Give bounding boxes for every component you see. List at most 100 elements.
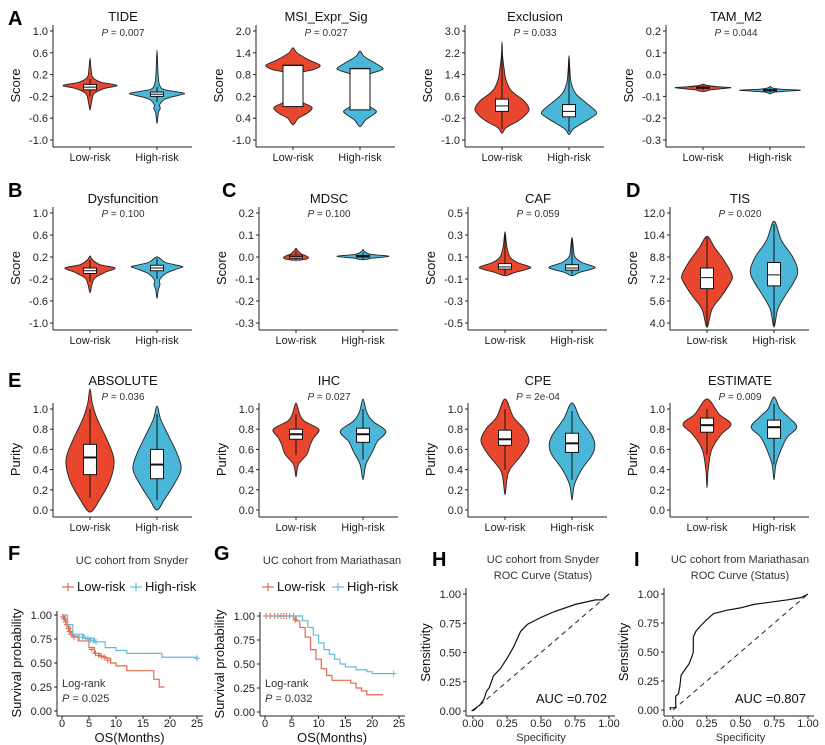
y-tick-label: 0.25	[31, 682, 52, 694]
y-tick-label: 0.6	[33, 230, 48, 242]
y-tick-label: -0.2	[29, 274, 48, 286]
y-tick-label: 0.0	[33, 505, 48, 517]
x-axis-label: Specificity	[516, 732, 566, 744]
panel-chart-14: H UC cohort from Snyder ROC Curve (Status)…	[418, 549, 620, 744]
x-axis-label: Specificity	[716, 732, 766, 744]
y-tick-label: 0.8	[650, 424, 665, 436]
y-tick-label: 0.0	[650, 505, 665, 517]
box	[282, 64, 304, 108]
p-value-label: P = 0.020	[718, 209, 762, 220]
y-tick-label: 0.2	[33, 485, 48, 497]
y-tick-label: 1.0	[448, 404, 463, 416]
x-axis-label: OS(Months)	[297, 730, 367, 745]
censor-mark	[84, 636, 91, 642]
x-tick-label: 1.00	[797, 718, 818, 730]
y-tick-label: 0.3	[448, 230, 463, 242]
y-tick-label: 0.2	[33, 252, 48, 264]
y-tick-label: 8.8	[650, 252, 665, 264]
x-tick-label: 10	[312, 718, 324, 730]
censor-mark	[95, 652, 102, 659]
y-tick-label: 0.1	[646, 48, 661, 60]
y-tick-label: 0.0	[239, 505, 254, 517]
y-tick-label: 1.0	[239, 404, 254, 416]
y-tick-label: 7.2	[650, 274, 665, 286]
y-tick-label: 0.2	[646, 26, 661, 38]
survival-curve-high-risk	[62, 614, 198, 661]
p-value-label: P = 0.059	[516, 209, 560, 220]
x-tick-label: 15	[137, 718, 149, 730]
y-tick-label: 0.6	[445, 91, 460, 103]
x-tick-label: 10	[110, 718, 122, 730]
p-value-label: P = 0.027	[304, 28, 348, 39]
chart-title: Exclusion	[507, 9, 563, 24]
p-label: P	[513, 28, 520, 39]
y-tick-label: 0.6	[448, 444, 463, 456]
chart-subtitle: ROC Curve (Status)	[494, 570, 592, 582]
panel-letter: E	[8, 370, 21, 392]
panel-letter: D	[626, 180, 640, 202]
y-tick-label: 0.00	[31, 706, 52, 718]
p-label: P	[307, 392, 314, 403]
panel-ihc: IHC P = 0.027 0.0 0.2 0.4 0.6 0.8 1.0 Purity Low-…	[214, 373, 398, 534]
p-label: P	[516, 209, 523, 220]
chart-title: TAM_M2	[710, 9, 762, 24]
y-tick-label: 0.75	[440, 618, 461, 630]
y-tick-label: -0.5	[444, 318, 463, 330]
y-tick-label: 1.0	[33, 26, 48, 38]
chart-title: UC cohort from Mariathasan	[671, 554, 809, 566]
chart-title: UC cohort from Snyder	[487, 554, 600, 566]
p-value: = 0.009	[725, 392, 762, 403]
y-tick-label: 0.50	[234, 659, 255, 671]
censor-mark	[93, 638, 100, 645]
panel-uc-cohort-from-mariathasan: G UC cohort from Mariathasan Low-risk High-…	[212, 543, 405, 745]
censor-mark	[292, 616, 299, 623]
y-tick-label: 0.8	[33, 424, 48, 436]
y-tick-label: 0.75	[31, 634, 52, 646]
reference-diagonal	[472, 593, 610, 712]
censor-mark	[88, 646, 95, 653]
x-tick-label: Low-risk	[485, 335, 526, 347]
y-tick-label: -0.6	[29, 296, 48, 308]
legend-label: Low-risk	[277, 579, 326, 594]
x-tick-label: Low-risk	[70, 335, 111, 347]
y-tick-label: 0.2	[239, 485, 254, 497]
y-tick-label: 0.0	[646, 70, 661, 82]
y-tick-label: 10.4	[644, 230, 665, 242]
y-tick-label: 0.1	[239, 230, 254, 242]
p-value: = 0.036	[108, 392, 145, 403]
p-value: = 0.033	[520, 28, 557, 39]
x-tick-label: High-risk	[550, 522, 594, 534]
legend-label: Low-risk	[77, 579, 126, 594]
x-tick-label: 0	[59, 718, 65, 730]
y-tick-label: 1.4	[236, 48, 251, 60]
y-tick-label: -0.2	[441, 113, 460, 125]
y-axis-label: Survival probability	[9, 608, 24, 718]
x-tick-label: High-risk	[341, 335, 385, 347]
box	[562, 104, 576, 118]
x-tick-label: Low-risk	[687, 335, 728, 347]
panel-tam-m2: TAM_M2 P = 0.044 -0.3 -0.2 -0.1 0.0 0.1 0.2 Scor…	[621, 9, 805, 164]
p-value: = 0.100	[108, 209, 145, 220]
box	[495, 98, 509, 112]
y-tick-label: 0.00	[440, 706, 461, 718]
y-tick-label: 0.25	[234, 683, 255, 695]
x-tick-label: 15	[339, 718, 351, 730]
x-tick-label: 0	[262, 718, 268, 730]
panel-msi-expr-sig: MSI_Expr_Sig P = 0.027 -1.0 0.4 0.2 0.8 1.4 2.0…	[211, 9, 395, 164]
x-tick-label: Low-risk	[276, 335, 317, 347]
chart-title: TIDE	[108, 9, 138, 24]
p-value: = 0.027	[311, 28, 348, 39]
p-label: P	[101, 28, 108, 39]
x-tick-label: Low-risk	[276, 522, 317, 534]
panel-dysfuncition: B Dysfuncition P = 0.100 -1.0 -0.6 -0.2 0.2 0.6…	[8, 180, 192, 347]
x-tick-label: High-risk	[752, 335, 796, 347]
x-tick-label: High-risk	[752, 522, 796, 534]
panel-letter: H	[432, 549, 446, 571]
x-tick-label: High-risk	[341, 522, 385, 534]
y-tick-label: 0.6	[33, 48, 48, 60]
x-tick-label: High-risk	[547, 152, 591, 164]
y-tick-label: 0.5	[448, 208, 463, 220]
y-tick-label: 1.00	[440, 589, 461, 601]
y-tick-label: -0.6	[29, 113, 48, 125]
y-axis-label: Score	[423, 251, 438, 285]
